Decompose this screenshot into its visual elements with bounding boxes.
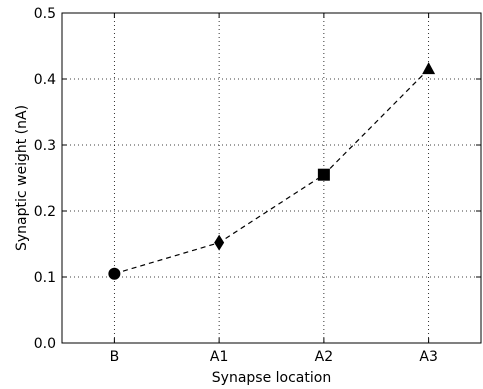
data-point-a3 bbox=[422, 62, 436, 75]
y-tick-label: 0.2 bbox=[34, 204, 56, 220]
y-tick-labels: 0.0 0.1 0.2 0.3 0.4 0.5 bbox=[34, 6, 56, 352]
data-point-a1 bbox=[214, 234, 225, 251]
x-axis-label: Synapse location bbox=[212, 370, 331, 386]
data-point-b bbox=[108, 267, 121, 280]
x-tick-label: A2 bbox=[315, 349, 333, 365]
grid-lines bbox=[62, 13, 481, 343]
plot-frame bbox=[61, 12, 482, 344]
x-tick-label: B bbox=[110, 349, 120, 365]
x-tick-label: A3 bbox=[419, 349, 437, 365]
x-tick-label: A1 bbox=[210, 349, 228, 365]
x-tick-labels: B A1 A2 A3 bbox=[110, 349, 438, 365]
y-tick-label: 0.3 bbox=[34, 138, 56, 154]
series-line-layer bbox=[114, 68, 430, 275]
axis-ticks bbox=[62, 12, 481, 344]
y-tick-label: 0.0 bbox=[34, 336, 56, 352]
y-tick-label: 0.4 bbox=[34, 72, 56, 88]
series-line bbox=[114, 68, 430, 275]
y-tick-label: 0.1 bbox=[34, 270, 56, 286]
y-axis-label: Synaptic weight (nA) bbox=[14, 105, 30, 251]
markers-layer bbox=[108, 62, 436, 280]
data-point-a2 bbox=[317, 168, 330, 181]
y-tick-label: 0.5 bbox=[34, 6, 56, 22]
